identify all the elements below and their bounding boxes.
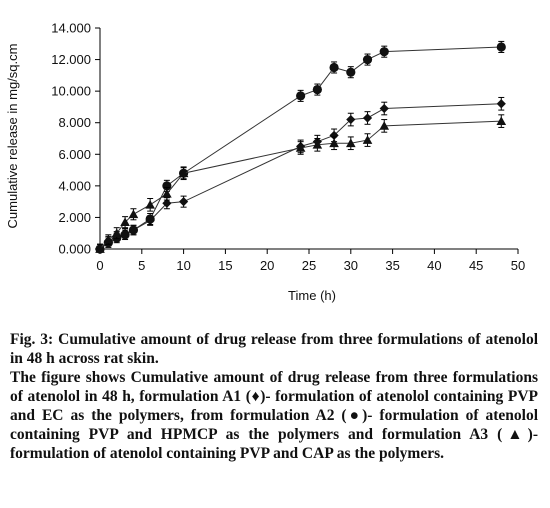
figure-caption: Fig. 3: Cumulative amount of drug releas… <box>10 330 538 463</box>
data-point-triangle <box>103 234 114 244</box>
data-point-circle <box>120 230 130 240</box>
chart-axes: 0.000 2.000 4.000 6.000 8.000 10.000 12.000 14.… <box>51 21 525 274</box>
data-point-circle <box>162 181 172 191</box>
data-point-diamond <box>379 103 389 114</box>
x-tick-label: 25 <box>302 258 316 273</box>
y-tick-label: 8.000 <box>58 115 91 130</box>
data-point-circle <box>329 62 339 73</box>
y-tick-label: 0.000 <box>58 242 91 257</box>
data-point-triangle <box>145 200 155 209</box>
series-diamond <box>95 96 506 254</box>
data-point-triangle <box>362 135 373 144</box>
x-tick-label: 10 <box>176 258 190 273</box>
data-point-diamond <box>162 198 172 208</box>
data-point-diamond <box>179 197 189 207</box>
data-point-circle <box>312 84 322 95</box>
y-tick-label: 4.000 <box>58 178 91 193</box>
data-point-circle <box>145 214 155 224</box>
data-point-diamond <box>362 113 373 123</box>
x-tick-label: 50 <box>511 258 525 273</box>
data-point-triangle <box>295 143 306 152</box>
data-point-circle <box>296 91 306 101</box>
data-point-triangle <box>379 121 390 130</box>
series-line <box>99 103 502 250</box>
data-point-triangle <box>312 140 323 149</box>
data-point-triangle <box>329 138 339 148</box>
x-tick-label: 40 <box>427 258 441 273</box>
x-tick-label: 15 <box>218 258 232 273</box>
data-point-triangle <box>162 188 172 198</box>
data-point-triangle <box>111 228 122 238</box>
x-axis-title: Time (h) <box>288 288 336 303</box>
y-tick-label: 10.000 <box>51 84 91 99</box>
data-point-circle <box>346 67 356 77</box>
x-tick-label: 30 <box>344 258 358 273</box>
y-tick-label: 2.000 <box>58 210 91 225</box>
release-chart: 0.000 2.000 4.000 6.000 8.000 10.000 12.000 14.… <box>5 21 525 304</box>
data-point-triangle <box>496 116 507 125</box>
data-point-triangle <box>178 168 189 178</box>
x-tick-label: 20 <box>260 258 274 273</box>
chart-labels: Time (h) Cumulative release in mg/sq.cm <box>5 44 336 303</box>
y-tick-label: 14.000 <box>51 21 91 36</box>
caption-title: Fig. 3: Cumulative amount of drug releas… <box>10 331 538 367</box>
data-point-circle <box>379 47 389 57</box>
data-point-triangle <box>128 209 139 219</box>
y-tick-label: 12.000 <box>51 52 91 67</box>
data-point-circle <box>362 54 373 65</box>
data-point-triangle <box>120 217 130 227</box>
data-point-diamond <box>496 99 506 109</box>
data-point-triangle <box>346 138 356 148</box>
caption-body: The figure shows Cumulative amount of dr… <box>10 369 538 462</box>
x-tick-label: 45 <box>469 258 483 273</box>
y-axis-title: Cumulative release in mg/sq.cm <box>5 44 20 229</box>
data-point-diamond <box>346 114 356 125</box>
x-tick-label: 35 <box>385 258 399 273</box>
x-tick-label: 5 <box>138 258 145 273</box>
y-tick-label: 6.000 <box>58 147 91 162</box>
series-triangle <box>95 114 507 253</box>
data-point-circle <box>128 225 139 235</box>
x-tick-label: 0 <box>96 258 103 273</box>
chart-series <box>95 40 507 254</box>
data-point-circle <box>496 42 506 52</box>
data-point-triangle <box>95 244 105 253</box>
data-point-diamond <box>329 130 339 140</box>
